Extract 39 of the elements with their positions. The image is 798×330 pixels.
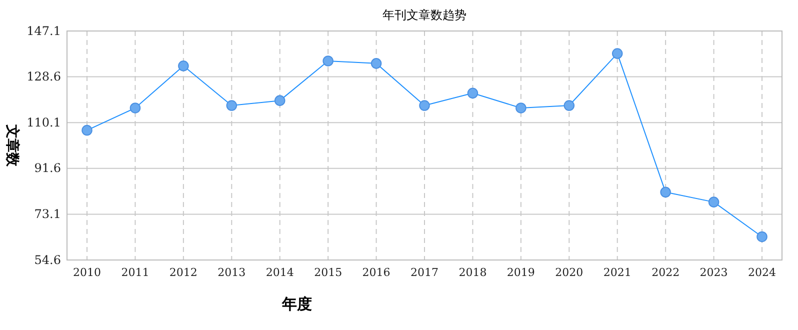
point [274, 95, 286, 106]
x-tick-label: 2017 [410, 266, 438, 279]
y-tick-label: 73.1 [34, 207, 61, 222]
x-tick-label: 2015 [314, 266, 342, 279]
x-tick-label: 2011 [121, 266, 150, 279]
point [756, 231, 768, 242]
chart-title: 年刊文章数趋势 [382, 8, 466, 22]
x-tick-label: 2013 [218, 266, 246, 279]
point [226, 100, 238, 111]
point [419, 100, 430, 111]
x-tick-label: 2022 [652, 266, 680, 279]
x-tick-label: 2016 [362, 266, 390, 279]
y-tick-label: 54.6 [34, 252, 61, 267]
point [82, 124, 92, 136]
y-tick-label: 147.1 [26, 24, 61, 38]
point [516, 102, 526, 114]
point [322, 56, 334, 66]
point [612, 48, 623, 59]
point [467, 88, 478, 99]
point [660, 186, 671, 198]
y-tick-label: 110.1 [26, 115, 61, 130]
x-tick-label: 2024 [748, 266, 776, 279]
point [370, 58, 382, 69]
point [708, 196, 720, 208]
x-tick-label: 2019 [506, 266, 535, 279]
x-tick-label: 2010 [73, 266, 101, 279]
x-tick-label: 2018 [458, 266, 487, 279]
point [178, 60, 189, 72]
x-tick-label: 2023 [700, 266, 728, 279]
y-tick-label: 91.6 [34, 161, 61, 176]
point [130, 102, 141, 114]
x-tick-label: 2014 [266, 266, 294, 279]
x-tick-label: 2021 [603, 266, 632, 279]
x-tick-label: 2020 [555, 266, 584, 279]
y-axis-title: 文章数 [4, 124, 21, 168]
x-tick-label: 2012 [169, 266, 198, 279]
point [564, 100, 575, 111]
y-tick-label: 128.6 [26, 70, 61, 84]
x-axis-title: 年度 [281, 295, 312, 313]
